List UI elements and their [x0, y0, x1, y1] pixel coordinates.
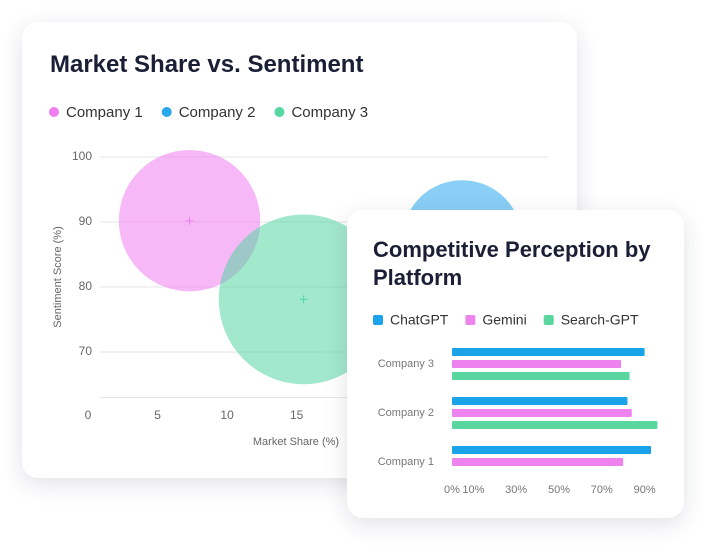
- bubble-center: [299, 295, 308, 304]
- x-tick-label: 50%: [548, 484, 570, 496]
- x-tick-label: 0: [85, 408, 92, 422]
- x-axis-label: Market Share (%): [253, 436, 339, 448]
- bar: [452, 372, 630, 380]
- y-tick-label: Company 3: [378, 358, 434, 370]
- chart-title: Competitive Perception by Platform: [373, 237, 651, 290]
- bar: [452, 409, 632, 417]
- y-tick-label: 80: [79, 279, 93, 293]
- legend-marker: [161, 107, 172, 117]
- legend-label: Company 1: [66, 104, 143, 121]
- x-tick-label: 0%: [444, 484, 460, 496]
- legend-label: Gemini: [482, 312, 526, 328]
- bar: [452, 458, 624, 466]
- x-tick-label: 5: [154, 408, 161, 422]
- bar: [452, 360, 622, 368]
- bar: [452, 446, 652, 454]
- bar: [452, 421, 658, 429]
- x-tick-label: 15: [290, 408, 304, 422]
- legend-label: Search-GPT: [561, 312, 639, 328]
- chart: ChatGPT Gemini Search-GPT Company 1 Company …: [373, 312, 658, 496]
- x-tick-label: 90%: [634, 484, 656, 496]
- legend-marker: [373, 315, 383, 325]
- bar-card: Competitive Perception by Platform ChatG…: [347, 210, 684, 518]
- legend-marker: [543, 315, 554, 325]
- legend-marker: [465, 315, 476, 325]
- y-tick-label: 70: [79, 344, 93, 358]
- legend-label: ChatGPT: [390, 312, 449, 328]
- legend-marker: [274, 107, 285, 117]
- y-tick-label: 100: [72, 149, 92, 163]
- bar: [452, 397, 628, 405]
- y-tick-label: Company 1: [378, 456, 434, 468]
- x-tick-label: 30%: [505, 484, 527, 496]
- y-axis-label: Sentiment Score (%): [52, 226, 64, 327]
- legend-marker: [49, 107, 59, 117]
- bubble-center: [185, 216, 194, 225]
- legend-label: Company 3: [291, 104, 368, 121]
- chart-title: Market Share vs. Sentiment: [50, 51, 364, 78]
- legend-label: Company 2: [179, 104, 256, 121]
- x-tick-label: 10: [220, 408, 234, 422]
- x-tick-label: 70%: [591, 484, 613, 496]
- y-tick-label: Company 2: [378, 407, 434, 419]
- bar: [452, 348, 645, 356]
- x-tick-label: 10%: [462, 484, 484, 496]
- y-tick-label: 90: [79, 214, 93, 228]
